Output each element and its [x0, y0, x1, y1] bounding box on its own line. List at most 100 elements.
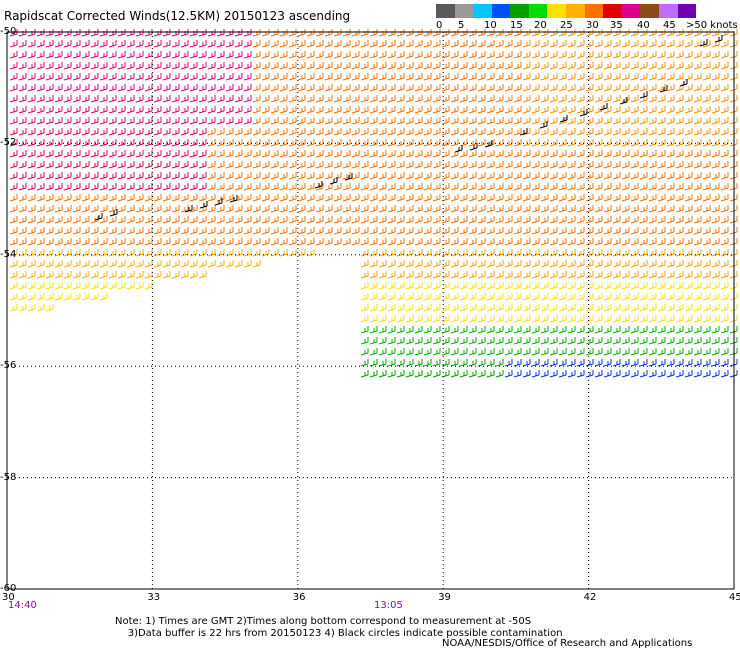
wind-barb	[252, 249, 261, 257]
wind-barb	[639, 304, 648, 312]
wind-barb	[432, 326, 441, 334]
wind-barb	[369, 271, 378, 279]
wind-barb	[342, 150, 351, 158]
wind-barb	[153, 260, 162, 268]
wind-barb	[252, 117, 261, 125]
wind-barb	[135, 84, 144, 92]
wind-barb	[657, 238, 666, 246]
wind-barb	[243, 150, 252, 158]
wind-barb	[27, 117, 36, 125]
wind-barb	[630, 304, 639, 312]
wind-barb	[675, 315, 684, 323]
wind-barb-contaminated	[469, 143, 478, 151]
wind-barb	[360, 62, 369, 70]
wind-barb	[387, 172, 396, 180]
wind-barb	[540, 106, 549, 114]
wind-barb	[468, 84, 477, 92]
wind-barb	[648, 205, 657, 213]
wind-barb	[612, 205, 621, 213]
wind-barb	[468, 216, 477, 224]
wind-barb	[711, 359, 720, 367]
wind-barb	[693, 73, 702, 81]
wind-barb	[522, 216, 531, 224]
wind-barb	[657, 139, 666, 147]
wind-barb	[351, 139, 360, 147]
wind-barb	[306, 117, 315, 125]
wind-barb	[135, 128, 144, 136]
wind-barb	[621, 117, 630, 125]
wind-barb	[648, 62, 657, 70]
wind-barb	[198, 51, 207, 59]
wind-barb	[648, 117, 657, 125]
wind-barb	[72, 282, 81, 290]
wind-barb	[144, 271, 153, 279]
wind-barb	[486, 370, 495, 378]
wind-barb	[657, 293, 666, 301]
wind-barb	[702, 84, 711, 92]
wind-barb	[396, 150, 405, 158]
wind-barb	[27, 194, 36, 202]
wind-barb	[612, 150, 621, 158]
wind-barb	[306, 128, 315, 136]
wind-barb	[459, 359, 468, 367]
wind-barb	[378, 348, 387, 356]
wind-barb	[99, 150, 108, 158]
wind-barb	[45, 271, 54, 279]
wind-barb	[162, 205, 171, 213]
wind-barb	[612, 315, 621, 323]
wind-barb	[612, 370, 621, 378]
wind-barb	[243, 106, 252, 114]
wind-barb	[459, 139, 468, 147]
wind-barb	[405, 370, 414, 378]
wind-barb	[630, 238, 639, 246]
wind-barb	[153, 95, 162, 103]
wind-barb	[684, 117, 693, 125]
wind-barb-contaminated	[679, 79, 688, 87]
wind-barb	[351, 117, 360, 125]
colorbar-swatch-2	[473, 4, 492, 18]
wind-barb	[648, 194, 657, 202]
wind-barb	[531, 150, 540, 158]
wind-barb	[486, 282, 495, 290]
wind-barb	[171, 128, 180, 136]
wind-barb	[234, 40, 243, 48]
wind-barb	[495, 205, 504, 213]
wind-barb	[603, 359, 612, 367]
wind-barb	[252, 216, 261, 224]
wind-barb	[486, 249, 495, 257]
wind-barb	[243, 62, 252, 70]
wind-barb	[306, 205, 315, 213]
wind-barb	[27, 73, 36, 81]
wind-barb	[594, 205, 603, 213]
wind-barb	[504, 260, 513, 268]
wind-barb	[432, 260, 441, 268]
wind-barb	[702, 337, 711, 345]
wind-barb	[171, 106, 180, 114]
colorbar-swatch-1	[454, 4, 474, 18]
wind-barb	[108, 172, 117, 180]
wind-barb	[648, 238, 657, 246]
wind-barb	[144, 73, 153, 81]
wind-barb	[369, 293, 378, 301]
wind-barb	[549, 205, 558, 213]
wind-barb	[693, 62, 702, 70]
wind-barb	[333, 95, 342, 103]
wind-barb	[45, 260, 54, 268]
wind-barb	[459, 348, 468, 356]
wind-barb	[162, 183, 171, 191]
wind-barb	[72, 183, 81, 191]
wind-barb	[135, 260, 144, 268]
wind-barb	[162, 194, 171, 202]
wind-barb	[387, 183, 396, 191]
wind-barb	[702, 216, 711, 224]
wind-barb	[711, 315, 720, 323]
wind-barb	[504, 249, 513, 257]
wind-barb	[396, 183, 405, 191]
wind-barb	[486, 40, 495, 48]
wind-barb	[108, 260, 117, 268]
wind-barb	[666, 172, 675, 180]
wind-barb	[225, 216, 234, 224]
wind-barb	[558, 348, 567, 356]
wind-barb	[432, 84, 441, 92]
wind-barb	[261, 51, 270, 59]
